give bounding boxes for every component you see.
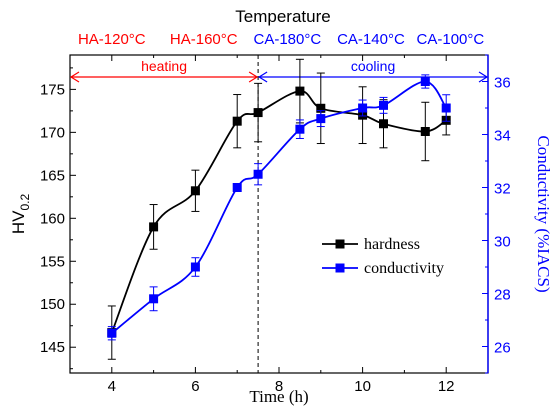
hardness-point <box>420 126 430 136</box>
y2-tick-label: 36 <box>494 75 511 92</box>
top-label: CA-140°C <box>337 31 405 48</box>
hardness-point <box>232 116 242 126</box>
top-label: CA-100°C <box>417 31 485 48</box>
y2-tick-label: 34 <box>494 128 511 145</box>
arrow-head <box>69 71 80 83</box>
hardness-line <box>110 90 447 333</box>
legend-marker <box>335 263 345 273</box>
y2-tick-label: 28 <box>494 287 511 304</box>
conductivity-point <box>232 183 242 192</box>
arrow-head <box>257 71 268 83</box>
legend-label: hardness <box>364 236 420 253</box>
series-layer <box>107 58 451 360</box>
y-tick-label: 150 <box>40 296 65 313</box>
y2-axis: 26 28 30 32 34 36 <box>482 54 511 374</box>
conductivity-point <box>441 103 451 113</box>
conductivity-point <box>358 103 368 113</box>
y-tick-label: 160 <box>40 210 65 227</box>
top-label: HA-120°C <box>78 31 146 48</box>
conductivity-point <box>190 262 200 272</box>
legend: hardness conductivity <box>322 236 444 277</box>
conductivity-point <box>379 100 388 110</box>
y2-tick-label: 32 <box>494 181 511 198</box>
conductivity-point <box>253 169 263 179</box>
hardness-point <box>253 108 263 118</box>
y-axis: 145 150 155 160 165 170 175 <box>40 67 76 370</box>
x-axis: 4 6 8 10 12 <box>69 55 489 395</box>
y-tick-label: 155 <box>40 253 65 270</box>
phase-label: cooling <box>351 58 395 74</box>
x-tick-label: 4 <box>108 378 116 395</box>
phase-label: heating <box>141 58 187 74</box>
y2-axis-label: Conductivity (%IACS) <box>534 135 550 292</box>
hardness-point <box>316 103 326 113</box>
y-tick-label: 175 <box>40 81 65 98</box>
conductivity-point <box>149 294 159 304</box>
legend-label: conductivity <box>364 260 444 277</box>
y-tick-label: 170 <box>40 124 65 141</box>
chart-title: Temperature <box>235 7 330 26</box>
legend-marker <box>335 239 345 249</box>
y-tick-label: 165 <box>40 167 65 184</box>
top-labels: HA-120°C HA-160°C CA-180°C CA-140°C CA-100°C <box>78 31 484 48</box>
x-tick-label: 12 <box>438 378 455 395</box>
conductivity-line <box>111 80 447 334</box>
x-tick-label: 6 <box>191 378 199 395</box>
conductivity-point <box>420 77 430 86</box>
arrow-head <box>478 71 489 83</box>
x-tick-label: 10 <box>354 378 371 395</box>
y2-tick-label: 30 <box>494 234 511 251</box>
top-label: CA-180°C <box>254 31 322 48</box>
y-tick-label: 145 <box>40 339 65 356</box>
hardness-point <box>149 222 159 232</box>
y2-tick-label: 26 <box>494 340 511 357</box>
conductivity-point <box>107 328 117 338</box>
conductivity-point <box>316 114 326 124</box>
x-axis-label: Time (h) <box>249 387 308 406</box>
conductivity-point <box>295 124 305 134</box>
series-hardness <box>107 58 451 360</box>
top-label: HA-160°C <box>170 31 238 48</box>
hardness-point <box>190 186 200 196</box>
x-tick-label: 8 <box>275 378 283 395</box>
arrow-head <box>248 71 259 83</box>
hardness-point <box>295 86 305 96</box>
series-conductivity <box>107 74 451 341</box>
hardness-point <box>379 119 388 129</box>
y-axis-label: HV0.2 <box>9 194 32 235</box>
